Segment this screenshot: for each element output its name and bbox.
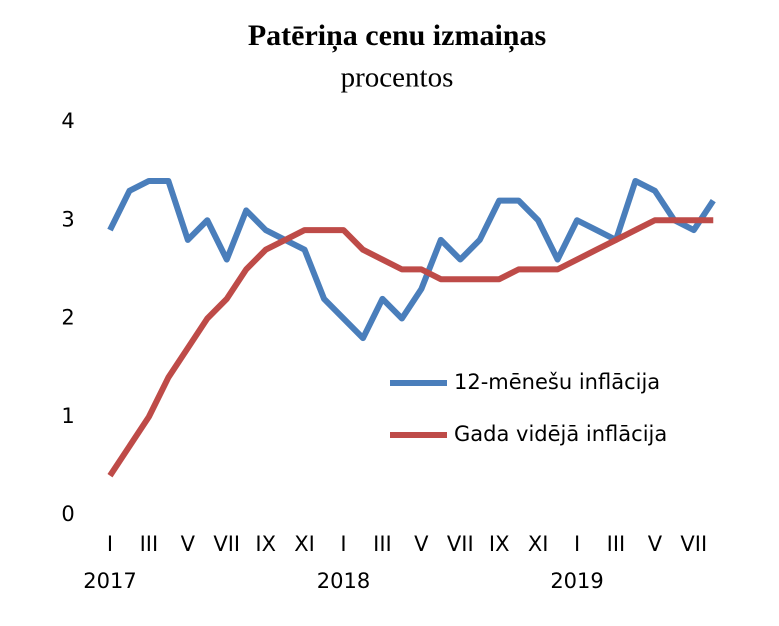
year-label: 2019 bbox=[550, 569, 603, 593]
x-tick-label: I bbox=[574, 532, 580, 556]
legend-label: 12-mēnešu inflācija bbox=[454, 370, 660, 394]
year-label: 2017 bbox=[83, 569, 136, 593]
x-tick-label: VII bbox=[447, 532, 474, 556]
chart-title: Patēriņa cenu izmaiņas bbox=[248, 19, 546, 53]
x-tick-label: V bbox=[648, 532, 663, 556]
x-tick-label: XI bbox=[528, 532, 549, 556]
x-tick-label: III bbox=[140, 532, 159, 556]
x-tick-label: III bbox=[373, 532, 392, 556]
x-tick-label: V bbox=[181, 532, 196, 556]
x-tick-label: IX bbox=[255, 532, 276, 556]
x-tick-label: I bbox=[340, 532, 346, 556]
y-tick-label: 4 bbox=[61, 109, 74, 133]
x-tick-label: VII bbox=[680, 532, 707, 556]
year-label: 2018 bbox=[317, 569, 370, 593]
x-tick-label: I bbox=[107, 532, 113, 556]
line-series bbox=[107, 177, 716, 342]
y-tick-label: 3 bbox=[61, 207, 74, 231]
x-tick-label: V bbox=[414, 532, 429, 556]
y-tick-label: 0 bbox=[61, 502, 74, 526]
y-tick-label: 1 bbox=[61, 404, 74, 428]
line-series bbox=[107, 217, 714, 478]
x-tick-label: VII bbox=[213, 532, 240, 556]
x-tick-label: IX bbox=[489, 532, 510, 556]
legend-label: Gada vidējā inflācija bbox=[454, 422, 667, 446]
x-tick-label: XI bbox=[294, 532, 315, 556]
chart-subtitle: procentos bbox=[341, 62, 454, 94]
y-tick-label: 2 bbox=[61, 306, 74, 330]
x-tick-label: III bbox=[607, 532, 626, 556]
